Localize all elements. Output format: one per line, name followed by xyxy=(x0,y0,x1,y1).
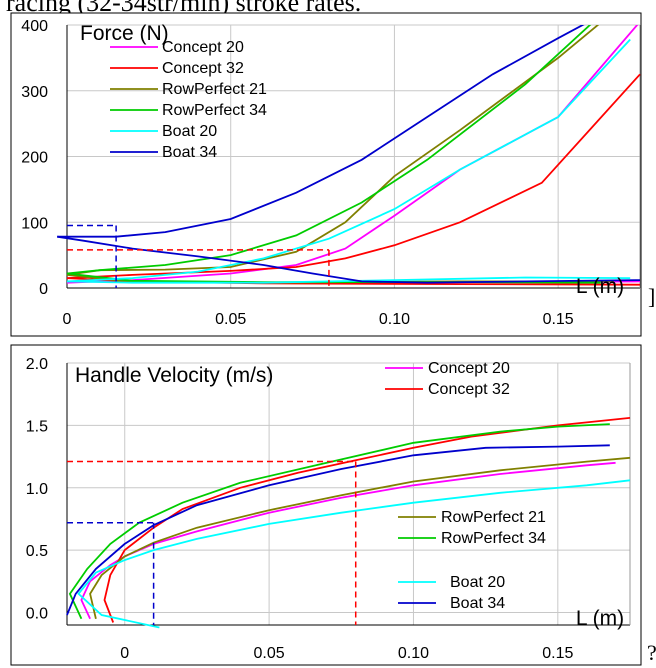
legend-label: Boat 34 xyxy=(450,595,505,612)
series-group xyxy=(66,417,631,629)
series-line xyxy=(66,25,592,275)
series-line xyxy=(80,461,616,620)
series-line xyxy=(68,423,610,620)
x-tick-label: 0 xyxy=(120,645,129,662)
series-line xyxy=(77,479,631,629)
legend-label: RowPerfect 34 xyxy=(162,102,267,119)
y-tick-label: 0.0 xyxy=(26,606,48,623)
x-tick-label: 0.10 xyxy=(398,645,429,662)
cropped-caption-glyph: ? xyxy=(647,640,656,665)
chart-frame xyxy=(10,344,642,666)
legend-label: Concept 32 xyxy=(428,381,510,398)
legend-label: Boat 20 xyxy=(450,574,505,591)
y-tick-label: 100 xyxy=(21,215,48,232)
chart-title: Force (N) xyxy=(80,22,169,45)
series-group xyxy=(57,25,641,286)
y-tick-label: 0.5 xyxy=(26,543,48,560)
y-tick-label: 2.0 xyxy=(26,356,48,373)
series-line xyxy=(103,417,631,623)
x-tick-label: 0.15 xyxy=(543,311,574,328)
legend-label: Boat 34 xyxy=(162,144,217,161)
y-tick-label: 1.5 xyxy=(26,418,48,435)
x-tick-label: 0.05 xyxy=(215,311,246,328)
chart-1: 0 0.05 0.10 0.15 0 100 200 300 400 Force (N) L (m)… xyxy=(10,12,642,337)
legend-label: Concept 20 xyxy=(162,39,244,56)
series-line xyxy=(66,38,631,283)
series-line xyxy=(66,73,641,279)
legend-label: Boat 20 xyxy=(162,123,217,140)
series-return-line xyxy=(57,235,641,284)
x-axis-label: L (m) xyxy=(576,275,624,298)
x-tick-label: 0 xyxy=(63,311,72,328)
legend-label: RowPerfect 34 xyxy=(441,530,546,547)
chart-2: 0 0.05 0.10 0.15 0.0 0.5 1.0 1.5 2.0 Handle Veloc… xyxy=(10,344,642,666)
y-tick-label: 1.0 xyxy=(26,481,48,498)
chart-title: Handle Velocity (m/s) xyxy=(75,364,273,387)
legend-label: RowPerfect 21 xyxy=(441,509,546,526)
x-tick-label: 0.15 xyxy=(542,645,573,662)
y-tick-label: 200 xyxy=(21,150,48,167)
x-tick-label: 0.10 xyxy=(379,311,410,328)
x-tick-label: 0.05 xyxy=(254,645,285,662)
cropped-caption-glyph: ] xyxy=(648,284,656,309)
legend-label: RowPerfect 21 xyxy=(162,81,267,98)
legend-label: Concept 32 xyxy=(162,60,244,77)
y-tick-label: 400 xyxy=(21,18,48,35)
series-line xyxy=(66,25,600,276)
y-tick-label: 300 xyxy=(21,84,48,101)
y-tick-label: 0 xyxy=(39,281,48,298)
series-line xyxy=(89,456,631,620)
series-line xyxy=(66,444,610,616)
series-line xyxy=(57,25,585,238)
legend-label: Concept 20 xyxy=(428,360,510,377)
x-axis-label: L (m) xyxy=(576,607,624,630)
